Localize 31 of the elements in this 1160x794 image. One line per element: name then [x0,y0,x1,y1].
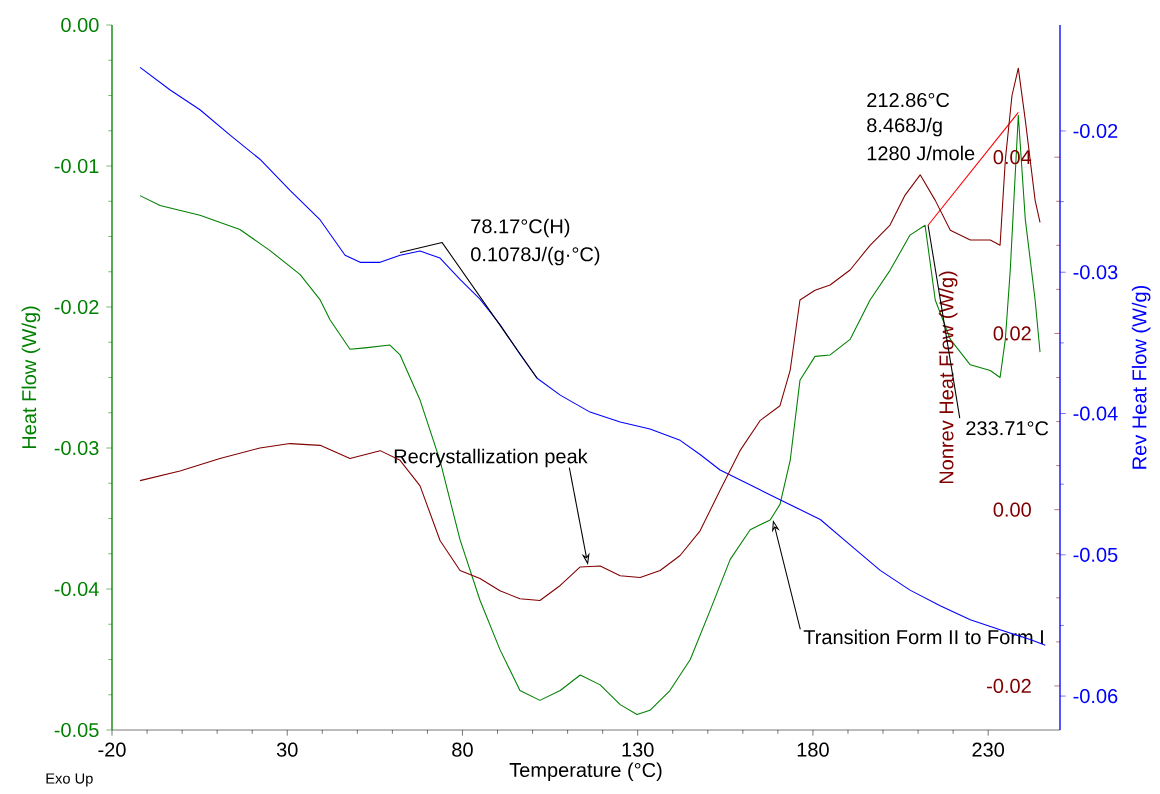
x-tick-label: 230 [972,742,1005,757]
y2-tick-label: -0.03 [1073,265,1118,280]
y-tick-label: -0.03 [54,440,99,456]
x-tick-label: 80 [452,742,473,757]
y-tick-label: -0.05 [54,722,99,738]
y-tick-label: -0.02 [54,299,99,315]
x-axis-title: Temperature (°C) [509,762,662,782]
y3-tick-label: -0.02 [987,678,1031,694]
text: Exo Up [46,773,93,787]
y2-tick-label: -0.04 [1073,406,1118,421]
x-tick-label: 180 [797,742,829,757]
x-tick-label: 30 [276,742,298,757]
annotation: 233.71°C [966,421,1049,436]
x-tick-label: -20 [98,742,126,757]
annotation: Transition Form II to Form I [803,629,1043,645]
y-tick-label: -0.01 [54,158,99,174]
annotation: 212.86°C [867,92,950,108]
y2-tick-label: -0.06 [1073,689,1118,704]
y3-axis-title: Nonrev Heat Flow (W/g) [938,271,958,484]
annotation: 0.1078J/(g·°C) [471,246,600,266]
annotation: 8.468J/g [867,117,942,137]
y2-tick-label: -0.05 [1073,547,1118,562]
y-tick-label: -0.04 [54,581,99,597]
y2-tick-label: -0.02 [1073,123,1118,139]
y-tick-label: 0.00 [61,17,99,33]
y-axis-title: Heat Flow (W/g) [21,306,41,449]
x-tick-label: 130 [622,742,654,757]
y2-axis-title: Rev Heat Flow (W/g) [1131,285,1151,469]
y3-tick-label: 0.00 [993,502,1031,517]
annotation: 1280 J/mole [867,145,975,161]
annotation: 78.17°C(H) [471,218,570,238]
